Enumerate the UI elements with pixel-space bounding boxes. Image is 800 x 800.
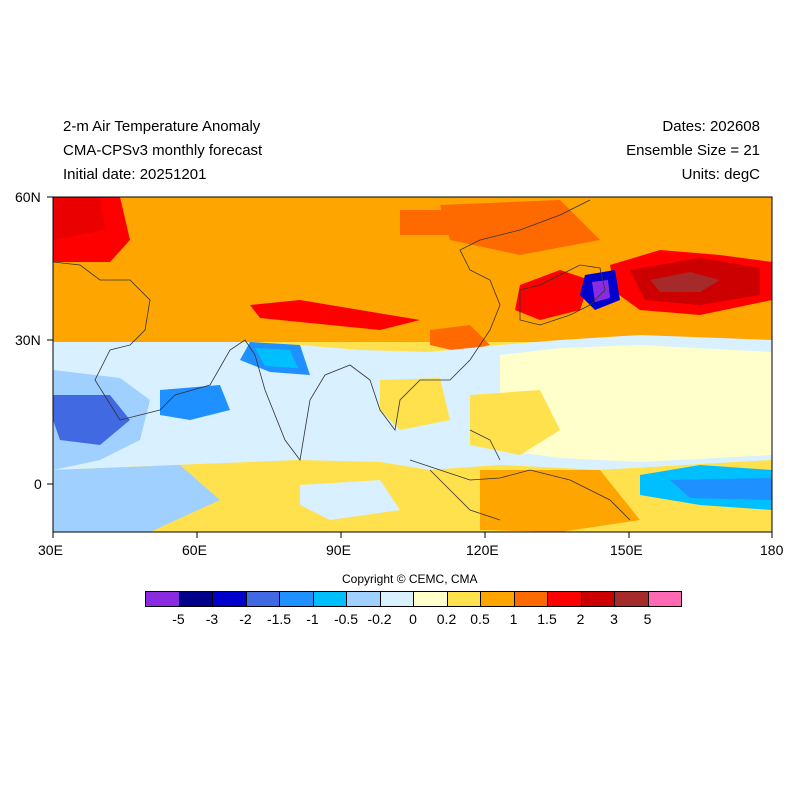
colorbar-label: 1 [509, 611, 518, 627]
colorbar-label: -0.5 [333, 611, 359, 627]
colorbar-swatch [379, 591, 414, 607]
anomaly-field [53, 197, 772, 532]
colorbar-label: -0.2 [367, 611, 392, 627]
colorbar-label: -1 [306, 611, 319, 627]
colorbar-swatch [480, 591, 515, 607]
colorbar-label: 0 [409, 611, 417, 627]
ensemble-size: Ensemble Size = 21 [626, 142, 760, 159]
colorbar-swatch [212, 591, 247, 607]
coastlines [52, 199, 631, 521]
lat-label-30n: 30N [15, 332, 41, 348]
lat-label-0: 0 [34, 476, 42, 492]
axis-ticks [47, 196, 773, 538]
lon-label-120e: 120E [466, 542, 499, 558]
lon-label-90e: 90E [326, 542, 351, 558]
colorbar-label: -5 [172, 611, 185, 627]
colorbar-swatch [346, 591, 381, 607]
colorbar-swatch [614, 591, 649, 607]
lon-label-30e: 30E [38, 542, 63, 558]
colorbar-label: 5 [643, 611, 652, 627]
colorbar-label: -1.5 [266, 611, 292, 627]
colorbar-swatch [413, 591, 448, 607]
colorbar-label: 2 [576, 611, 585, 627]
anomaly-map [47, 196, 773, 538]
lat-label-60n: 60N [15, 189, 41, 205]
colorbar-label: -2 [239, 611, 252, 627]
colorbar-swatch [647, 591, 682, 607]
colorbar-label: 1.5 [537, 611, 557, 627]
initial-date: Initial date: 20251201 [63, 166, 207, 183]
lon-label-60e: 60E [182, 542, 207, 558]
colorbar-swatch [178, 591, 213, 607]
colorbar-label: 0.5 [470, 611, 490, 627]
copyright: Copyright © CEMC, CMA [342, 572, 478, 586]
colorbar-swatch [446, 591, 481, 607]
lon-label-150e: 150E [610, 542, 643, 558]
colorbar-swatch [279, 591, 314, 607]
forecast-dates: Dates: 202608 [662, 118, 760, 135]
units: Units: degC [681, 166, 760, 183]
colorbar-swatch [547, 591, 582, 607]
colorbar-swatch [513, 591, 548, 607]
map-border [52, 196, 773, 533]
colorbar-swatch [580, 591, 615, 607]
colorbar-swatch [312, 591, 347, 607]
title: 2-m Air Temperature Anomaly [63, 118, 261, 135]
colorbar-swatch [145, 591, 180, 607]
subtitle: CMA-CPSv3 monthly forecast [63, 142, 263, 159]
colorbar-swatch [245, 591, 280, 607]
lon-label-180: 180 [760, 542, 784, 558]
colorbar-label: 3 [610, 611, 618, 627]
colorbar-label: 0.2 [436, 611, 457, 627]
colorbar-label: -3 [205, 611, 219, 627]
